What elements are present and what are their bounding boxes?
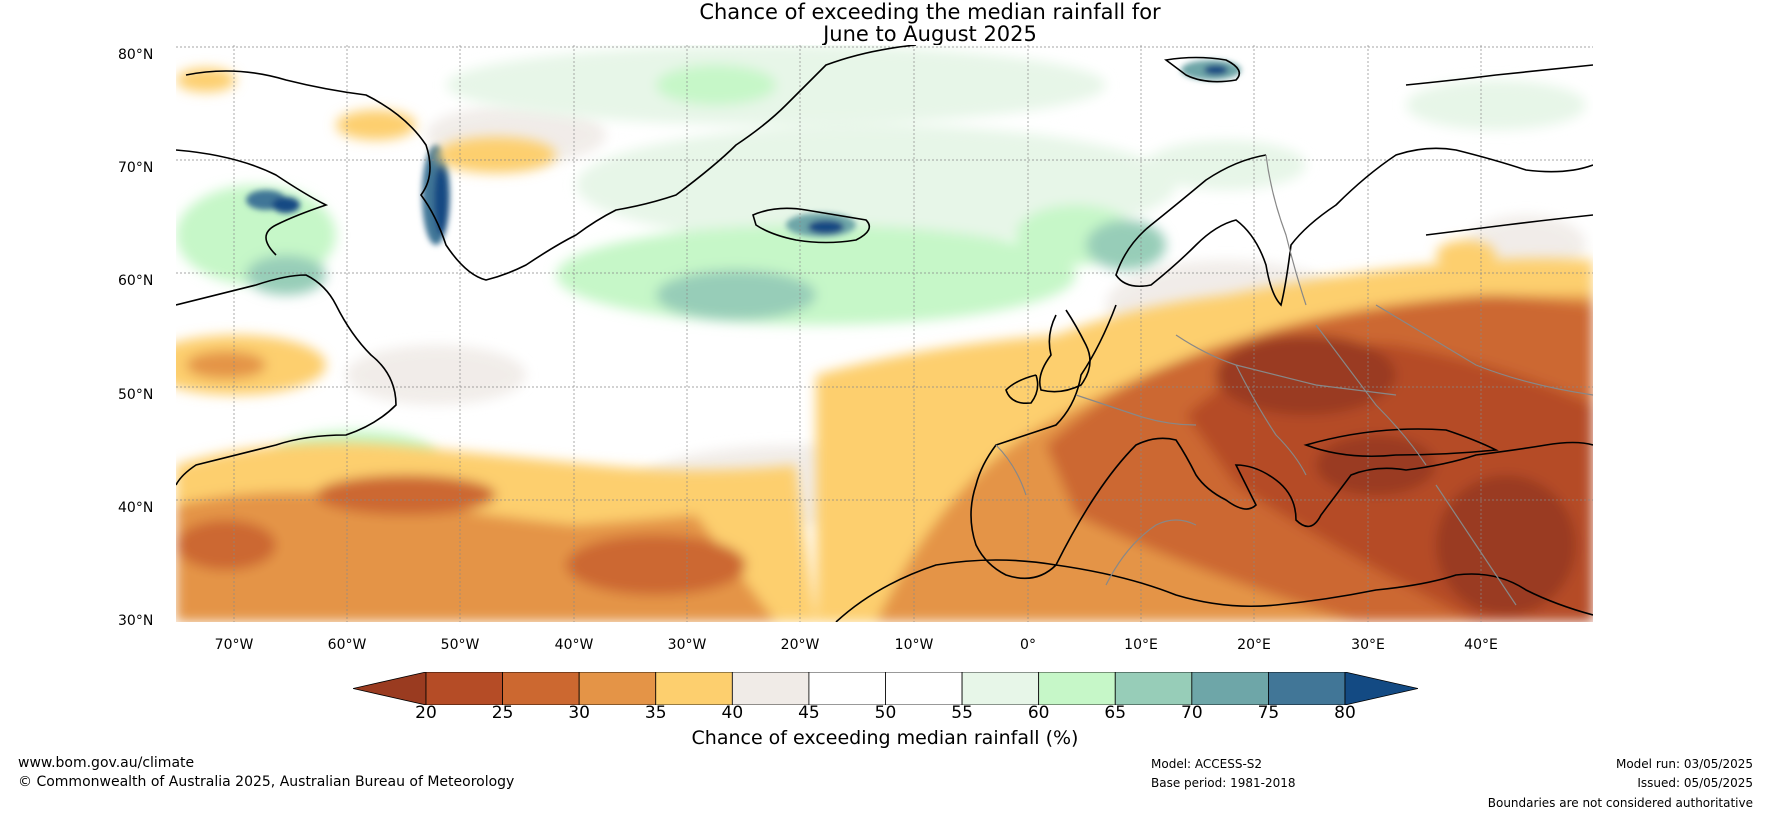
copyright-notice: © Commonwealth of Australia 2025, Austra… — [18, 774, 515, 790]
lon-label-10e: 10°E — [1124, 637, 1158, 653]
dry-anomaly-areas — [176, 68, 1593, 622]
rainfall-probability-map — [176, 45, 1593, 622]
colorbar-segment — [578, 672, 657, 705]
map-title-line-1: Chance of exceeding the median rainfall … — [699, 0, 1161, 24]
colorbar-tick-label: 35 — [644, 703, 667, 723]
colorbar-tick-label: 60 — [1027, 703, 1050, 723]
model-name: Model: ACCESS-S2 — [1151, 757, 1263, 771]
model-run-date: Model run: 03/05/2025 — [1615, 757, 1753, 771]
lon-label-40w: 40°W — [554, 637, 594, 653]
colorbar-tick-label: 55 — [951, 703, 973, 723]
lon-label-20e: 20°E — [1237, 637, 1271, 653]
colorbar-label: Chance of exceeding median rainfall (%) — [691, 727, 1079, 749]
colorbar-tick-label: 80 — [1334, 703, 1356, 723]
lon-label-40e: 40°E — [1464, 637, 1498, 653]
lon-label-0: 0° — [1020, 637, 1036, 653]
lon-label-30e: 30°E — [1351, 637, 1385, 653]
colorbar-tick-label: 45 — [798, 703, 820, 723]
colorbar-segment — [808, 672, 886, 705]
colorbar — [353, 672, 1418, 705]
lat-label-40n: 40°N — [118, 500, 154, 516]
colorbar-segment — [731, 672, 810, 705]
colorbar-segment — [1268, 672, 1346, 705]
colorbar-tick-label: 25 — [491, 703, 514, 723]
lon-label-30w: 30°W — [667, 637, 707, 653]
coastlines — [176, 45, 1593, 622]
lon-label-70w: 70°W — [214, 637, 254, 653]
lat-label-50n: 50°N — [118, 387, 154, 403]
colorbar-segment — [885, 672, 963, 705]
colorbar-segment — [425, 672, 503, 705]
lat-label-80n: 80°N — [118, 47, 154, 63]
lon-label-10w: 10°W — [894, 637, 934, 653]
lat-label-70n: 70°N — [118, 160, 154, 176]
colorbar-segment — [961, 672, 1040, 705]
colorbar-tick-label: 70 — [1181, 703, 1203, 723]
colorbar-segment — [1114, 672, 1193, 705]
colorbar-segment — [502, 672, 580, 705]
colorbar-tick-label: 65 — [1104, 703, 1127, 723]
lon-label-60w: 60°W — [327, 637, 367, 653]
lat-label-60n: 60°N — [118, 273, 154, 289]
website-url[interactable]: www.bom.gov.au/climate — [18, 755, 195, 771]
strong-wet-anomaly-areas — [246, 60, 1241, 245]
lon-label-50w: 50°W — [440, 637, 480, 653]
colorbar-extend-high — [1344, 672, 1418, 705]
colorbar-tick-label: 20 — [415, 703, 437, 723]
base-period: Base period: 1981-2018 — [1151, 776, 1296, 790]
boundaries-disclaimer: Boundaries are not considered authoritat… — [1487, 796, 1753, 810]
graticule — [176, 45, 1593, 622]
lat-label-30n: 30°N — [118, 613, 154, 629]
lon-label-20w: 20°W — [780, 637, 820, 653]
colorbar-segment — [1038, 672, 1116, 705]
issued-date: Issued: 05/05/2025 — [1637, 776, 1753, 790]
colorbar-tick-label: 50 — [874, 703, 897, 723]
colorbar-tick-label: 30 — [568, 703, 590, 723]
colorbar-extend-low — [353, 672, 427, 705]
country-borders — [995, 154, 1593, 606]
colorbar-segment — [655, 672, 733, 705]
colorbar-tick-label: 75 — [1257, 703, 1280, 723]
colorbar-tick-label: 40 — [721, 703, 744, 723]
map-title-line-2: June to August 2025 — [823, 22, 1037, 46]
colorbar-segment — [1191, 672, 1269, 705]
